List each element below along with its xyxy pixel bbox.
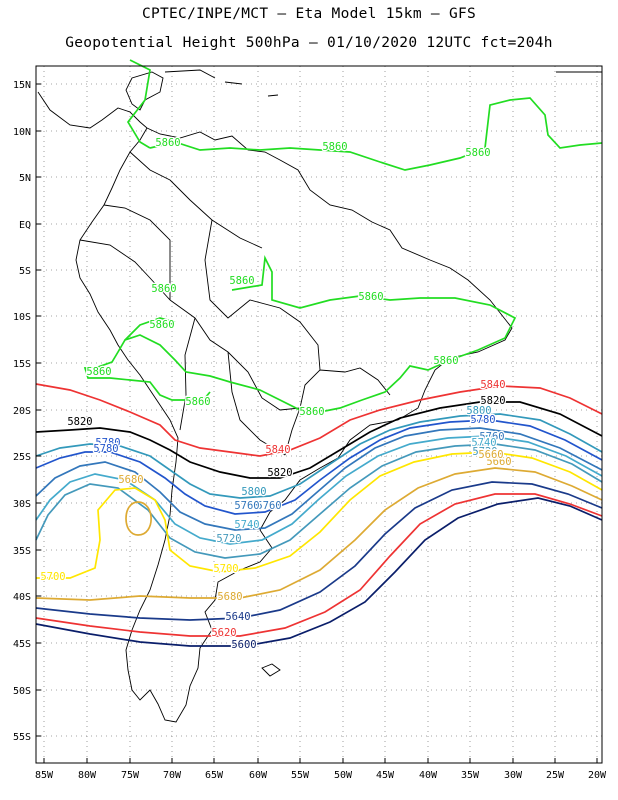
map-title: CPTEC/INPE/MCT – Eta Model 15km – GFS xyxy=(141,6,477,22)
height-contour-line xyxy=(35,467,603,601)
contour-value-label: 5760 xyxy=(256,500,281,512)
latitude-tick-label: 55S xyxy=(13,732,31,743)
longitude-tick-label: 40W xyxy=(419,770,438,781)
lat-lon-grid xyxy=(36,66,602,763)
contour-value-label: 5680 xyxy=(217,591,242,603)
contour-value-label: 5860 xyxy=(86,366,111,378)
contour-value-label: 5620 xyxy=(211,627,236,639)
longitude-tick-label: 80W xyxy=(78,770,97,781)
contour-value-label: 5680 xyxy=(118,474,143,486)
contour-value-label: 5820 xyxy=(67,416,92,428)
coastline-and-borders xyxy=(37,69,602,723)
longitude-tick-label: 70W xyxy=(163,770,182,781)
height-contour-line xyxy=(126,59,151,149)
contour-value-label: 5840 xyxy=(265,444,290,456)
longitude-tick-label: 85W xyxy=(35,770,54,781)
contour-value-label: 5740 xyxy=(234,519,259,531)
south-america-main-coastline xyxy=(75,127,513,723)
contour-value-label: 5800 xyxy=(241,486,266,498)
longitude-tick-label: 25W xyxy=(546,770,565,781)
contour-value-label: 5820 xyxy=(480,395,505,407)
height-contours xyxy=(35,59,603,647)
contour-value-label: 5860 xyxy=(151,283,176,295)
latitude-tick-label: 15N xyxy=(13,80,31,91)
map-subtitle: Geopotential Height 500hPa – 01/10/2020 … xyxy=(65,35,553,51)
latitude-tick-label: 50S xyxy=(13,686,31,697)
contour-value-label: 5860 xyxy=(185,396,210,408)
latitude-tick-label: 15S xyxy=(13,359,31,370)
contour-value-label: 5660 xyxy=(486,456,511,468)
south-america-coastline xyxy=(125,71,164,111)
height-contour-line xyxy=(35,443,603,559)
latitude-tick-label: 10N xyxy=(13,127,31,138)
height-contour-line xyxy=(125,501,152,536)
contour-value-label: 5860 xyxy=(465,147,490,159)
axis-ticks: 15N 10N 5N EQ 5S 10S 15S 20S 25S 30S 35S 40S 45S 50S 5… xyxy=(13,80,607,781)
contour-value-label: 5700 xyxy=(40,571,65,583)
contour-labels: 5860 5860 5860 5860 5860 5860 5860 5860 5860 5860… xyxy=(39,136,513,653)
contour-value-label: 5780 xyxy=(93,443,118,455)
longitude-tick-label: 45W xyxy=(376,770,395,781)
longitude-tick-label: 30W xyxy=(504,770,523,781)
map-frame xyxy=(35,65,603,764)
contour-value-label: 5760 xyxy=(234,500,259,512)
height-contour-line xyxy=(35,413,603,499)
latitude-tick-label: 5N xyxy=(19,173,31,184)
contour-value-label: 5720 xyxy=(472,446,497,458)
contour-value-label: 5860 xyxy=(155,137,180,149)
contour-value-label: 5860 xyxy=(433,355,458,367)
height-contour-line xyxy=(35,419,603,515)
height-contour-line xyxy=(36,451,603,579)
longitude-tick-label: 65W xyxy=(205,770,224,781)
longitude-tick-label: 50W xyxy=(334,770,353,781)
longitude-tick-label: 55W xyxy=(291,770,310,781)
longitude-tick-label: 60W xyxy=(249,770,268,781)
contour-value-label: 5860 xyxy=(322,141,347,153)
country-borders xyxy=(79,151,391,456)
contour-value-label: 5860 xyxy=(149,319,174,331)
contour-value-label: 5860 xyxy=(358,291,383,303)
latitude-tick-label: 10S xyxy=(13,312,31,323)
height-contour-line xyxy=(35,497,603,647)
latitude-tick-label: 30S xyxy=(13,499,31,510)
contour-value-label: 5820 xyxy=(267,467,292,479)
contour-value-label: 5860 xyxy=(299,406,324,418)
contour-value-label: 5780 xyxy=(470,414,495,426)
longitude-tick-label: 75W xyxy=(121,770,140,781)
contour-value-label: 5640 xyxy=(225,611,250,623)
longitude-tick-label: 35W xyxy=(461,770,480,781)
latitude-tick-label: EQ xyxy=(19,220,31,231)
longitude-tick-label: 20W xyxy=(588,770,607,781)
latitude-tick-label: 35S xyxy=(13,546,31,557)
latitude-tick-label: 25S xyxy=(13,452,31,463)
latitude-tick-label: 40S xyxy=(13,592,31,603)
latitude-tick-label: 45S xyxy=(13,639,31,650)
height-contour-line xyxy=(35,493,603,637)
contour-value-label: 5660 xyxy=(478,449,503,461)
height-contour-line xyxy=(35,481,603,621)
height-contour-line xyxy=(35,427,603,531)
height-contour-line xyxy=(35,435,603,545)
latitude-tick-label: 5S xyxy=(19,266,31,277)
contour-value-label: 5700 xyxy=(213,563,238,575)
height-contour-line xyxy=(149,97,603,171)
central-america-coastline xyxy=(37,91,148,129)
contour-value-label: 5800 xyxy=(466,405,491,417)
contour-value-label: 5860 xyxy=(229,275,254,287)
height-contour-line xyxy=(124,317,176,341)
contour-value-label: 5840 xyxy=(480,379,505,391)
caribbean-islands xyxy=(164,69,279,97)
height-contour-line xyxy=(35,383,603,457)
contour-value-label: 5780 xyxy=(95,437,120,449)
contour-value-label: 5740 xyxy=(471,437,496,449)
contour-value-label: 5720 xyxy=(216,533,241,545)
falkland-islands xyxy=(261,663,281,677)
height-contour-line xyxy=(35,401,603,479)
latitude-tick-label: 20S xyxy=(13,406,31,417)
height-contour-line xyxy=(83,255,517,413)
contour-value-label: 5760 xyxy=(479,431,504,443)
contour-value-label: 5600 xyxy=(231,639,256,651)
